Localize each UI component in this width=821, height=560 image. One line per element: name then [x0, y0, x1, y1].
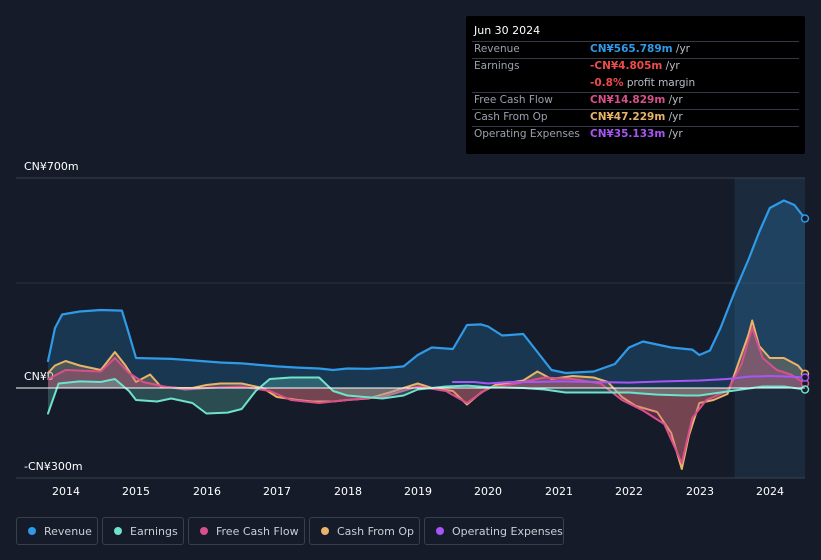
tooltip-date: Jun 30 2024 — [474, 24, 541, 37]
earnings-line — [47, 376, 806, 415]
tooltip-row-operating-expenses: Operating Expenses CN¥35.133m /yr — [474, 128, 683, 140]
cash-from-op-line — [47, 319, 806, 470]
free-cash-flow-line — [47, 327, 806, 464]
data-tooltip: Jun 30 2024 Revenue CN¥565.789m /yr Earn… — [466, 16, 805, 154]
operating-expenses-line — [451, 375, 806, 385]
operating-expenses-end-point — [800, 373, 810, 382]
x-tick-label: 2019 — [404, 485, 432, 498]
y-tick-label: -CN¥300m — [24, 460, 83, 473]
tooltip-row-free-cash-flow: Free Cash Flow CN¥14.829m /yr — [474, 94, 683, 106]
earnings-area — [48, 377, 805, 414]
forecast-band — [734, 178, 805, 478]
legend-item-operating-expenses[interactable]: Operating Expenses — [424, 517, 564, 545]
legend-item-earnings[interactable]: Earnings — [102, 517, 184, 545]
earnings-dot-icon — [114, 527, 122, 535]
y-tick-label: CN¥0 — [24, 370, 54, 383]
legend-item-revenue[interactable]: Revenue — [16, 517, 98, 545]
chart-svg: CN¥700m CN¥0 -CN¥300m 2014 2015 2016 2017 2018 2… — [16, 160, 810, 498]
revenue-area — [48, 200, 805, 388]
legend-item-cash-from-op[interactable]: Cash From Op — [309, 517, 420, 545]
free-cash-flow-dot-icon — [200, 527, 208, 535]
revenue-end-point — [800, 214, 810, 223]
legend-item-free-cash-flow[interactable]: Free Cash Flow — [188, 517, 305, 545]
x-tick-label: 2021 — [545, 485, 573, 498]
x-tick-label: 2014 — [52, 485, 80, 498]
tooltip-row-earnings: Earnings -CN¥4.805m /yr — [474, 60, 680, 72]
tooltip-row-cash-from-op: Cash From Op CN¥47.229m /yr — [474, 111, 683, 123]
x-tick-label: 2024 — [756, 485, 784, 498]
x-tick-label: 2023 — [686, 485, 714, 498]
free-cash-flow-area — [48, 328, 805, 463]
tooltip-row-profit-margin: -0.8% profit margin — [590, 77, 696, 89]
x-tick-label: 2018 — [334, 485, 362, 498]
x-tick-label: 2022 — [615, 485, 643, 498]
x-tick-label: 2017 — [263, 485, 291, 498]
operating-expenses-dot-icon — [436, 527, 444, 535]
revenue-dot-icon — [28, 527, 36, 535]
earnings-end-point — [800, 385, 810, 394]
revenue-line — [46, 199, 807, 375]
y-tick-label: CN¥700m — [24, 160, 79, 173]
x-tick-label: 2015 — [122, 485, 150, 498]
x-tick-label: 2020 — [474, 485, 502, 498]
x-tick-label: 2016 — [193, 485, 221, 498]
tooltip-row-revenue: Revenue CN¥565.789m /yr — [474, 43, 690, 55]
cash-from-op-dot-icon — [321, 527, 329, 535]
